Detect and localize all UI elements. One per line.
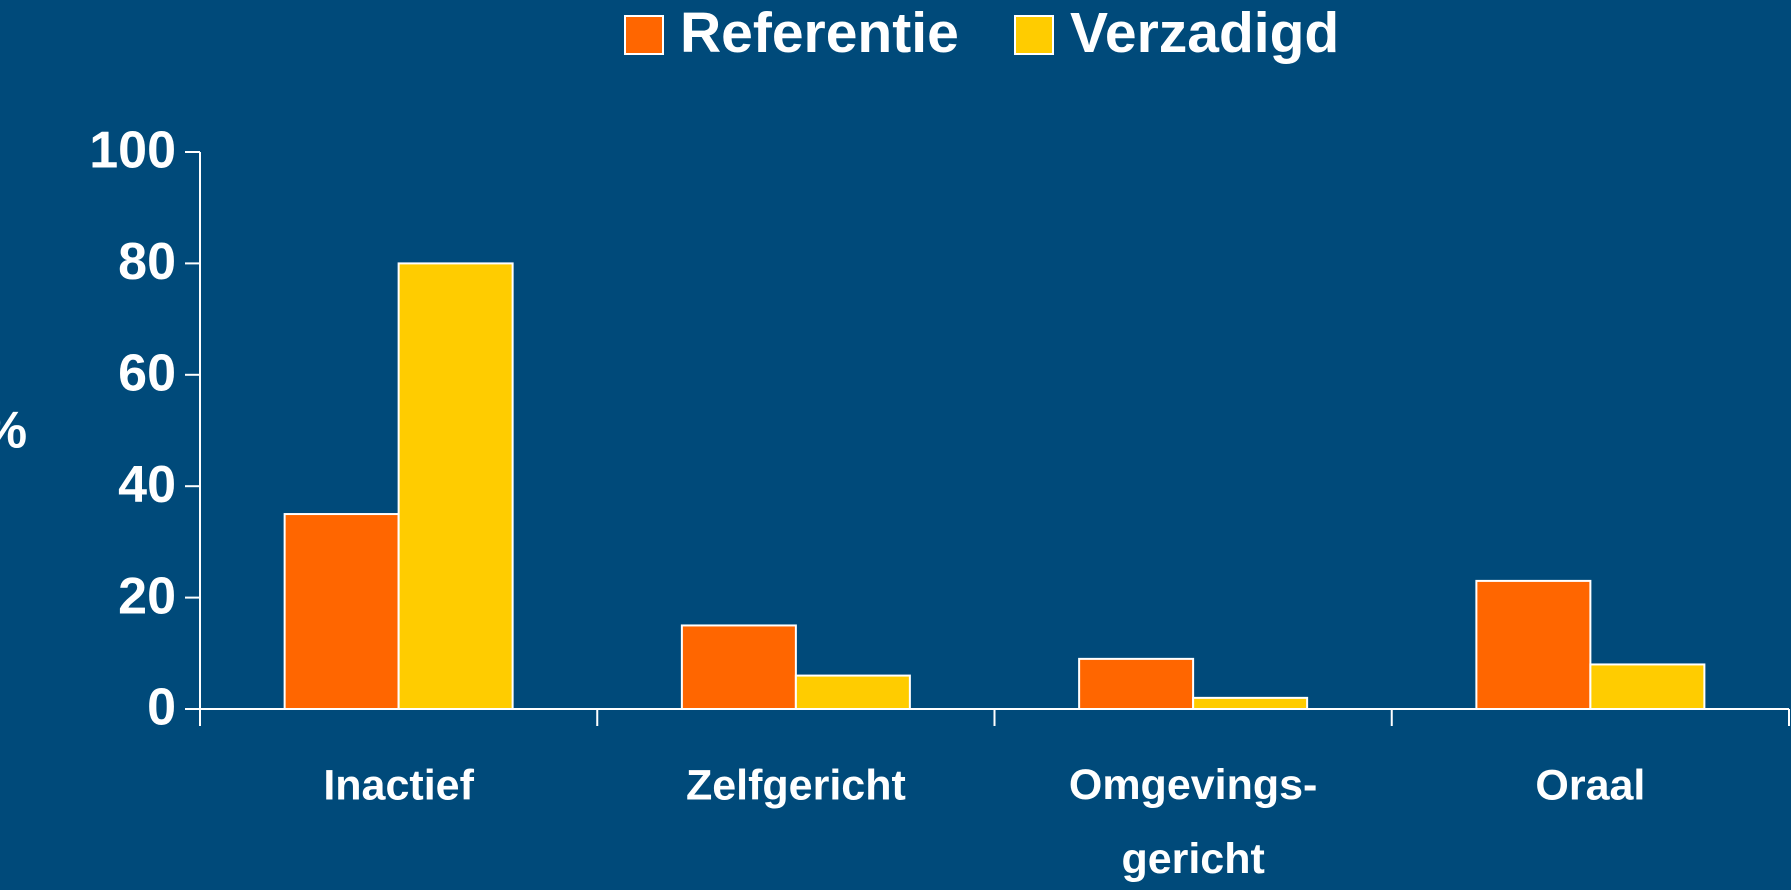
bar: [1475, 579, 1592, 711]
y-tick-label: 80: [118, 233, 176, 291]
x-tick-label-line: Omgevings-: [1069, 761, 1318, 809]
y-tick-label: 60: [118, 345, 176, 403]
y-tick-label: 40: [118, 456, 176, 514]
bar: [1078, 657, 1195, 710]
bar: [1589, 663, 1706, 711]
x-tick-label-line: gericht: [1121, 835, 1264, 883]
bar: [680, 624, 797, 711]
x-tick-label: Inactief: [323, 761, 474, 809]
legend-swatch: [1014, 15, 1054, 55]
y-tick-label: 0: [147, 679, 176, 737]
bar: [794, 674, 911, 711]
bar: [283, 513, 400, 710]
bar: [1192, 696, 1309, 710]
x-tick-label: Oraal: [1535, 761, 1645, 809]
y-tick-label: 100: [89, 122, 176, 180]
legend-label: Verzadigd: [1070, 1, 1339, 65]
bar: [397, 262, 514, 710]
x-tick-label: Omgevings-gericht: [1069, 761, 1318, 883]
legend-label: Referentie: [680, 1, 959, 65]
x-tick-label: Zelfgericht: [686, 761, 906, 809]
y-tick-label: 20: [118, 567, 176, 625]
y-axis-label: %: [0, 402, 27, 460]
legend-swatch: [624, 15, 664, 55]
